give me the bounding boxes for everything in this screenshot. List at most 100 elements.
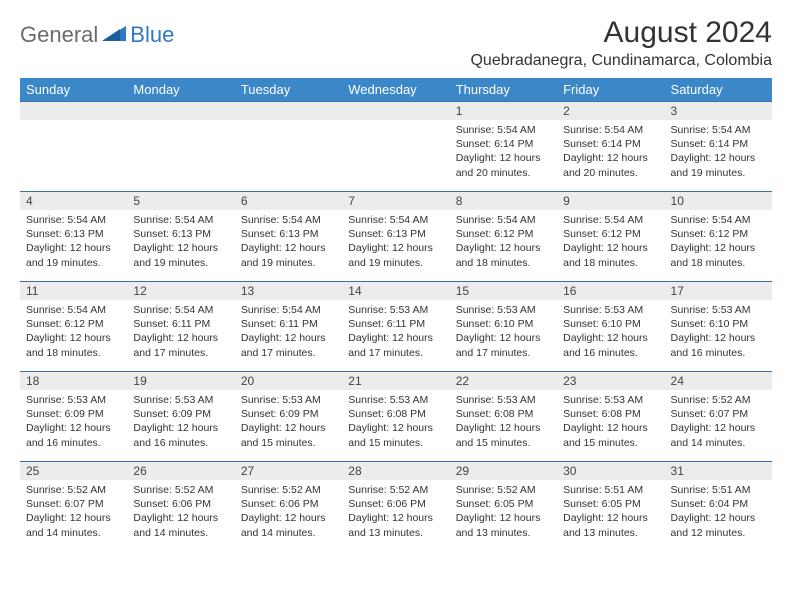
sunset-line: Sunset: 6:05 PM xyxy=(456,497,551,511)
day-number xyxy=(127,102,234,120)
day-details: Sunrise: 5:54 AMSunset: 6:13 PMDaylight:… xyxy=(342,210,449,274)
sunset-line: Sunset: 6:09 PM xyxy=(241,407,336,421)
calendar-cell: 21Sunrise: 5:53 AMSunset: 6:08 PMDayligh… xyxy=(342,372,449,462)
calendar-cell: 9Sunrise: 5:54 AMSunset: 6:12 PMDaylight… xyxy=(557,192,664,282)
sunrise-line: Sunrise: 5:54 AM xyxy=(241,213,336,227)
calendar-cell: 5Sunrise: 5:54 AMSunset: 6:13 PMDaylight… xyxy=(127,192,234,282)
sunset-line: Sunset: 6:07 PM xyxy=(26,497,121,511)
calendar-row: 25Sunrise: 5:52 AMSunset: 6:07 PMDayligh… xyxy=(20,462,772,552)
day-number: 24 xyxy=(665,372,772,390)
daylight-line: Daylight: 12 hours and 13 minutes. xyxy=(563,511,658,539)
sunset-line: Sunset: 6:11 PM xyxy=(348,317,443,331)
daylight-line: Daylight: 12 hours and 14 minutes. xyxy=(671,421,766,449)
weekday-header: Wednesday xyxy=(342,78,449,102)
calendar-cell: 27Sunrise: 5:52 AMSunset: 6:06 PMDayligh… xyxy=(235,462,342,552)
calendar-cell: 29Sunrise: 5:52 AMSunset: 6:05 PMDayligh… xyxy=(450,462,557,552)
day-number: 7 xyxy=(342,192,449,210)
sunrise-line: Sunrise: 5:54 AM xyxy=(456,213,551,227)
sunrise-line: Sunrise: 5:53 AM xyxy=(348,393,443,407)
logo-text-blue: Blue xyxy=(130,22,174,48)
daylight-line: Daylight: 12 hours and 13 minutes. xyxy=(348,511,443,539)
day-number xyxy=(342,102,449,120)
daylight-line: Daylight: 12 hours and 20 minutes. xyxy=(563,151,658,179)
daylight-line: Daylight: 12 hours and 17 minutes. xyxy=(241,331,336,359)
sunrise-line: Sunrise: 5:54 AM xyxy=(133,213,228,227)
daylight-line: Daylight: 12 hours and 18 minutes. xyxy=(671,241,766,269)
calendar-cell: 2Sunrise: 5:54 AMSunset: 6:14 PMDaylight… xyxy=(557,102,664,192)
calendar-table: SundayMondayTuesdayWednesdayThursdayFrid… xyxy=(20,78,772,552)
sunrise-line: Sunrise: 5:53 AM xyxy=(241,393,336,407)
day-details: Sunrise: 5:52 AMSunset: 6:06 PMDaylight:… xyxy=(342,480,449,544)
sunset-line: Sunset: 6:06 PM xyxy=(348,497,443,511)
day-number: 27 xyxy=(235,462,342,480)
day-details: Sunrise: 5:53 AMSunset: 6:10 PMDaylight:… xyxy=(665,300,772,364)
sunrise-line: Sunrise: 5:52 AM xyxy=(26,483,121,497)
sunset-line: Sunset: 6:12 PM xyxy=(671,227,766,241)
day-details: Sunrise: 5:54 AMSunset: 6:13 PMDaylight:… xyxy=(20,210,127,274)
sunset-line: Sunset: 6:09 PM xyxy=(133,407,228,421)
header: General Blue August 2024 Quebradanegra, … xyxy=(20,16,772,70)
day-number: 5 xyxy=(127,192,234,210)
day-details: Sunrise: 5:52 AMSunset: 6:06 PMDaylight:… xyxy=(235,480,342,544)
day-number: 9 xyxy=(557,192,664,210)
sunset-line: Sunset: 6:14 PM xyxy=(563,137,658,151)
calendar-cell: 3Sunrise: 5:54 AMSunset: 6:14 PMDaylight… xyxy=(665,102,772,192)
day-number: 30 xyxy=(557,462,664,480)
calendar-cell: 18Sunrise: 5:53 AMSunset: 6:09 PMDayligh… xyxy=(20,372,127,462)
sunrise-line: Sunrise: 5:51 AM xyxy=(671,483,766,497)
calendar-cell: 25Sunrise: 5:52 AMSunset: 6:07 PMDayligh… xyxy=(20,462,127,552)
sunrise-line: Sunrise: 5:53 AM xyxy=(456,393,551,407)
day-details: Sunrise: 5:51 AMSunset: 6:05 PMDaylight:… xyxy=(557,480,664,544)
sunset-line: Sunset: 6:12 PM xyxy=(26,317,121,331)
day-details: Sunrise: 5:53 AMSunset: 6:09 PMDaylight:… xyxy=(127,390,234,454)
daylight-line: Daylight: 12 hours and 14 minutes. xyxy=(241,511,336,539)
day-details: Sunrise: 5:53 AMSunset: 6:11 PMDaylight:… xyxy=(342,300,449,364)
sunrise-line: Sunrise: 5:52 AM xyxy=(456,483,551,497)
sunrise-line: Sunrise: 5:53 AM xyxy=(26,393,121,407)
daylight-line: Daylight: 12 hours and 15 minutes. xyxy=(241,421,336,449)
calendar-cell: 24Sunrise: 5:52 AMSunset: 6:07 PMDayligh… xyxy=(665,372,772,462)
day-number: 25 xyxy=(20,462,127,480)
daylight-line: Daylight: 12 hours and 12 minutes. xyxy=(671,511,766,539)
calendar-head: SundayMondayTuesdayWednesdayThursdayFrid… xyxy=(20,78,772,102)
daylight-line: Daylight: 12 hours and 18 minutes. xyxy=(563,241,658,269)
sunset-line: Sunset: 6:07 PM xyxy=(671,407,766,421)
day-details: Sunrise: 5:54 AMSunset: 6:14 PMDaylight:… xyxy=(450,120,557,184)
daylight-line: Daylight: 12 hours and 19 minutes. xyxy=(671,151,766,179)
daylight-line: Daylight: 12 hours and 19 minutes. xyxy=(133,241,228,269)
calendar-cell: 30Sunrise: 5:51 AMSunset: 6:05 PMDayligh… xyxy=(557,462,664,552)
weekday-header: Saturday xyxy=(665,78,772,102)
sunrise-line: Sunrise: 5:53 AM xyxy=(563,303,658,317)
calendar-cell: 10 Sunrise: 5:54 AMSunset: 6:12 PMDayligh… xyxy=(665,192,772,282)
day-details: Sunrise: 5:51 AMSunset: 6:04 PMDaylight:… xyxy=(665,480,772,544)
sunrise-line: Sunrise: 5:51 AM xyxy=(563,483,658,497)
day-details: Sunrise: 5:54 AMSunset: 6:13 PMDaylight:… xyxy=(127,210,234,274)
sunrise-line: Sunrise: 5:54 AM xyxy=(26,213,121,227)
day-number: 17 xyxy=(665,282,772,300)
daylight-line: Daylight: 12 hours and 16 minutes. xyxy=(133,421,228,449)
sunset-line: Sunset: 6:08 PM xyxy=(563,407,658,421)
daylight-line: Daylight: 12 hours and 15 minutes. xyxy=(348,421,443,449)
daylight-line: Daylight: 12 hours and 18 minutes. xyxy=(26,331,121,359)
daylight-line: Daylight: 12 hours and 15 minutes. xyxy=(456,421,551,449)
weekday-header: Friday xyxy=(557,78,664,102)
day-number: 10 xyxy=(665,192,772,210)
sunset-line: Sunset: 6:05 PM xyxy=(563,497,658,511)
calendar-row: 18Sunrise: 5:53 AMSunset: 6:09 PMDayligh… xyxy=(20,372,772,462)
sunrise-line: Sunrise: 5:53 AM xyxy=(133,393,228,407)
calendar-cell: 12Sunrise: 5:54 AMSunset: 6:11 PMDayligh… xyxy=(127,282,234,372)
sunrise-line: Sunrise: 5:54 AM xyxy=(133,303,228,317)
sunset-line: Sunset: 6:10 PM xyxy=(563,317,658,331)
sunset-line: Sunset: 6:14 PM xyxy=(671,137,766,151)
day-number: 31 xyxy=(665,462,772,480)
daylight-line: Daylight: 12 hours and 15 minutes. xyxy=(563,421,658,449)
weekday-row: SundayMondayTuesdayWednesdayThursdayFrid… xyxy=(20,78,772,102)
sunrise-line: Sunrise: 5:54 AM xyxy=(671,213,766,227)
calendar-cell: 11Sunrise: 5:54 AMSunset: 6:12 PMDayligh… xyxy=(20,282,127,372)
sunrise-line: Sunrise: 5:54 AM xyxy=(671,123,766,137)
sunset-line: Sunset: 6:08 PM xyxy=(456,407,551,421)
sunset-line: Sunset: 6:06 PM xyxy=(133,497,228,511)
logo-text-general: General xyxy=(20,22,98,48)
sunrise-line: Sunrise: 5:54 AM xyxy=(26,303,121,317)
sunset-line: Sunset: 6:09 PM xyxy=(26,407,121,421)
